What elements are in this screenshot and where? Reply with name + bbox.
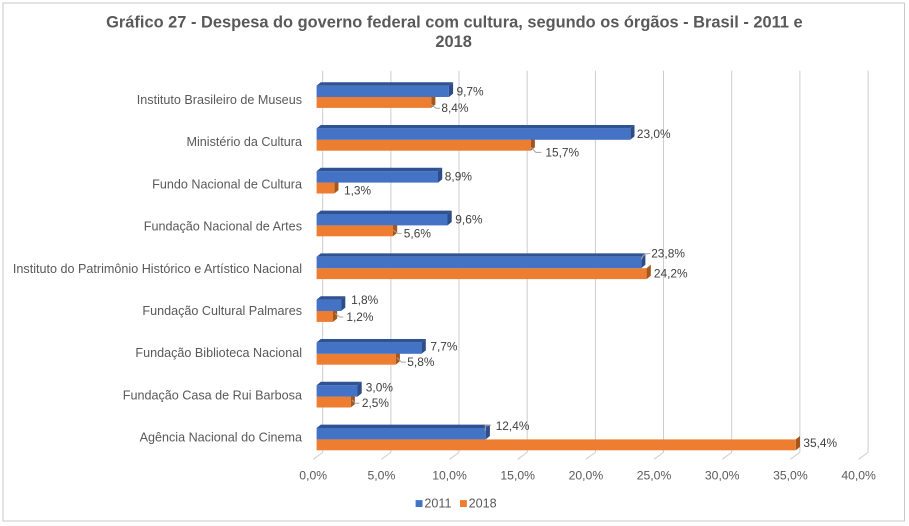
svg-text:9,6%: 9,6% bbox=[455, 212, 483, 226]
svg-text:8,9%: 8,9% bbox=[445, 169, 473, 183]
svg-text:25,0%: 25,0% bbox=[637, 468, 672, 482]
svg-text:8,4%: 8,4% bbox=[441, 101, 469, 115]
svg-text:35,0%: 35,0% bbox=[773, 468, 808, 482]
svg-text:5,6%: 5,6% bbox=[404, 226, 432, 240]
svg-text:23,0%: 23,0% bbox=[637, 127, 671, 141]
svg-text:Instituto do Patrimônio Histór: Instituto do Patrimônio Histórico e Artí… bbox=[13, 262, 302, 276]
svg-text:Fundação Biblioteca Nacional: Fundação Biblioteca Nacional bbox=[135, 346, 302, 360]
svg-text:23,8%: 23,8% bbox=[651, 247, 685, 261]
svg-text:0,0%: 0,0% bbox=[299, 468, 327, 482]
svg-text:2,5%: 2,5% bbox=[362, 396, 390, 410]
svg-text:Fundação Casa de Rui Barbosa: Fundação Casa de Rui Barbosa bbox=[123, 388, 302, 402]
svg-text:40,0%: 40,0% bbox=[841, 468, 876, 482]
svg-text:12,4%: 12,4% bbox=[496, 419, 530, 433]
svg-text:2018: 2018 bbox=[469, 497, 497, 511]
svg-text:15,0%: 15,0% bbox=[500, 468, 535, 482]
svg-text:Instituto Brasileiro de Museus: Instituto Brasileiro de Museus bbox=[137, 93, 302, 107]
svg-text:Fundação Nacional de Artes: Fundação Nacional de Artes bbox=[144, 220, 302, 234]
svg-text:15,7%: 15,7% bbox=[545, 145, 579, 159]
svg-text:9,7%: 9,7% bbox=[457, 84, 485, 98]
svg-text:2011: 2011 bbox=[424, 497, 451, 511]
svg-text:24,2%: 24,2% bbox=[654, 266, 688, 280]
svg-text:5,8%: 5,8% bbox=[407, 355, 435, 369]
svg-text:7,7%: 7,7% bbox=[430, 340, 458, 354]
svg-text:20,0%: 20,0% bbox=[569, 468, 604, 482]
svg-text:5,0%: 5,0% bbox=[368, 468, 396, 482]
svg-text:3,0%: 3,0% bbox=[366, 380, 394, 394]
svg-text:Gráfico 27 - Despesa do govern: Gráfico 27 - Despesa do governo federal … bbox=[106, 13, 803, 31]
svg-text:10,0%: 10,0% bbox=[432, 468, 467, 482]
svg-text:1,3%: 1,3% bbox=[344, 184, 372, 198]
svg-text:Fundação Cultural Palmares: Fundação Cultural Palmares bbox=[142, 304, 302, 318]
svg-text:1,2%: 1,2% bbox=[346, 310, 374, 324]
svg-text:Fundo Nacional de Cultura: Fundo Nacional de Cultura bbox=[152, 177, 302, 191]
svg-text:30,0%: 30,0% bbox=[705, 468, 740, 482]
svg-text:1,8%: 1,8% bbox=[351, 293, 379, 307]
svg-text:35,4%: 35,4% bbox=[803, 436, 837, 450]
svg-text:Agência Nacional do Cinema: Agência Nacional do Cinema bbox=[140, 431, 302, 445]
svg-text:2018: 2018 bbox=[435, 33, 471, 51]
svg-text:Ministério da Cultura: Ministério da Cultura bbox=[187, 135, 303, 149]
